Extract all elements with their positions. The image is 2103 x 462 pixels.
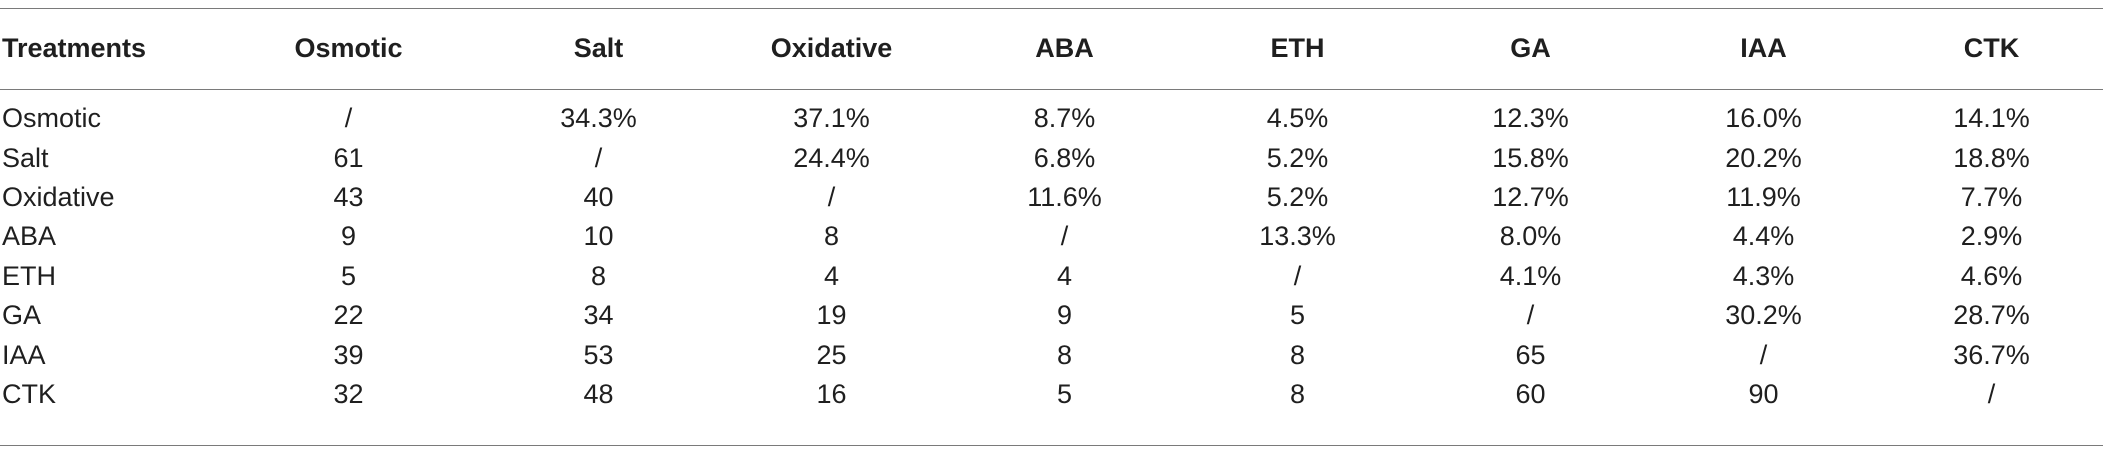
- table-cell: 5.2%: [1266, 142, 1329, 173]
- table-row: Salt 61 / 24.4% 6.8% 5.2% 15.8% 20.2% 18…: [0, 138, 2103, 177]
- table-cell: 8: [1056, 339, 1073, 370]
- table-cell: 11.9%: [1726, 181, 1801, 212]
- table-cell: 25: [816, 339, 847, 370]
- table-cell: 5: [1056, 378, 1073, 409]
- table-cell: /: [594, 142, 603, 173]
- table-cell: 9: [340, 221, 357, 252]
- table-cell: 8: [1289, 339, 1306, 370]
- table-cell: 32: [333, 378, 364, 409]
- table-row: Osmotic / 34.3% 37.1% 8.7% 4.5% 12.3% 16…: [0, 89, 2103, 138]
- table-cell: 9: [1056, 300, 1073, 331]
- table-cell: 4.5%: [1266, 103, 1329, 134]
- table-cell: 19: [816, 300, 847, 331]
- table-cell: 12.3%: [1492, 103, 1569, 134]
- row-label-cell: Osmotic: [2, 103, 102, 134]
- row-label-cell: ETH: [2, 260, 56, 291]
- table-bottom-rule: [0, 445, 2103, 446]
- table-cell: 4.1%: [1499, 260, 1562, 291]
- table-cell: 8: [823, 221, 840, 252]
- table-cell: 8.7%: [1033, 103, 1096, 134]
- table-cell: 15.8%: [1492, 142, 1569, 173]
- table-cell: 22: [333, 300, 364, 331]
- row-label-cell: IAA: [2, 339, 46, 370]
- table-cell: 18.8%: [1953, 142, 2030, 173]
- table-cell: /: [1060, 221, 1069, 252]
- table-cell: 16: [816, 378, 847, 409]
- table-cell: 10: [583, 221, 614, 252]
- table-cell: 6.8%: [1033, 142, 1096, 173]
- table-row: Oxidative 43 40 / 11.6% 5.2% 12.7% 11.9%…: [0, 178, 2103, 217]
- table-cell: 65: [1515, 339, 1546, 370]
- table-cell: 8.0%: [1499, 221, 1562, 252]
- table-cell: 30.2%: [1725, 300, 1802, 331]
- table-cell: 37.1%: [793, 103, 870, 134]
- column-header: CTK: [1963, 33, 2020, 63]
- table-cell: 8: [1289, 378, 1306, 409]
- table-cell: 36.7%: [1953, 339, 2030, 370]
- table-cell: 28.7%: [1953, 300, 2030, 331]
- column-header: ETH: [1270, 33, 1325, 63]
- treatment-overlap-table: Treatments Osmotic Salt Oxidative ABA ET…: [0, 8, 2103, 414]
- table-row: GA 22 34 19 9 5 / 30.2% 28.7%: [0, 296, 2103, 335]
- column-header: ABA: [1035, 33, 1094, 63]
- row-label-cell: GA: [2, 300, 42, 331]
- table-cell: 20.2%: [1725, 142, 1802, 173]
- column-header: Oxidative: [770, 33, 893, 63]
- table-header-rule: [0, 89, 2103, 90]
- column-header: IAA: [1740, 33, 1787, 63]
- row-label-cell: ABA: [2, 221, 57, 252]
- table-cell: 14.1%: [1953, 103, 2030, 134]
- table-cell: 61: [333, 142, 364, 173]
- table-row: IAA 39 53 25 8 8 65 / 36.7%: [0, 335, 2103, 374]
- table-cell: 4: [823, 260, 840, 291]
- table-cell: 4.4%: [1732, 221, 1795, 252]
- table-cell: 11.6%: [1027, 181, 1102, 212]
- table-cell: 5.2%: [1266, 181, 1329, 212]
- row-label-cell: Oxidative: [2, 181, 115, 212]
- table-cell: 53: [583, 339, 614, 370]
- table-cell: 13.3%: [1259, 221, 1336, 252]
- row-label-cell: CTK: [2, 378, 56, 409]
- table-cell: 7.7%: [1960, 181, 2023, 212]
- column-header: GA: [1510, 33, 1551, 63]
- table-cell: /: [1759, 339, 1768, 370]
- table-cell: /: [1293, 260, 1302, 291]
- table-cell: 4: [1056, 260, 1073, 291]
- table-top-rule: [0, 8, 2103, 9]
- column-header: Osmotic: [294, 33, 403, 63]
- table-cell: 34: [583, 300, 614, 331]
- table-row: ABA 9 10 8 / 13.3% 8.0% 4.4% 2.9%: [0, 217, 2103, 256]
- table-cell: /: [1526, 300, 1535, 331]
- table-cell: 24.4%: [793, 142, 870, 173]
- table-cell: 48: [583, 378, 614, 409]
- table-cell: 4.6%: [1960, 260, 2023, 291]
- table-row: CTK 32 48 16 5 8 60 90 /: [0, 375, 2103, 414]
- table-cell: 60: [1515, 378, 1546, 409]
- table-cell: 39: [333, 339, 364, 370]
- table-cell: /: [827, 181, 836, 212]
- table-cell: 43: [333, 181, 364, 212]
- table-cell: 8: [590, 260, 607, 291]
- table-cell: 2.9%: [1960, 221, 2023, 252]
- table-cell: 5: [1289, 300, 1306, 331]
- table-cell: 90: [1748, 378, 1779, 409]
- table-header-row: Treatments Osmotic Salt Oxidative ABA ET…: [0, 8, 2103, 89]
- table-cell: /: [1987, 378, 1996, 409]
- table-cell: /: [344, 103, 353, 134]
- table-row: ETH 5 8 4 4 / 4.1% 4.3% 4.6%: [0, 257, 2103, 296]
- table-cell: 4.3%: [1732, 260, 1795, 291]
- column-header: Salt: [573, 33, 624, 63]
- column-header: Treatments: [2, 33, 147, 63]
- row-label-cell: Salt: [2, 142, 49, 173]
- table-cell: 16.0%: [1725, 103, 1802, 134]
- table-cell: 34.3%: [560, 103, 637, 134]
- table-cell: 5: [340, 260, 357, 291]
- table-cell: 12.7%: [1492, 181, 1569, 212]
- table-cell: 40: [583, 181, 614, 212]
